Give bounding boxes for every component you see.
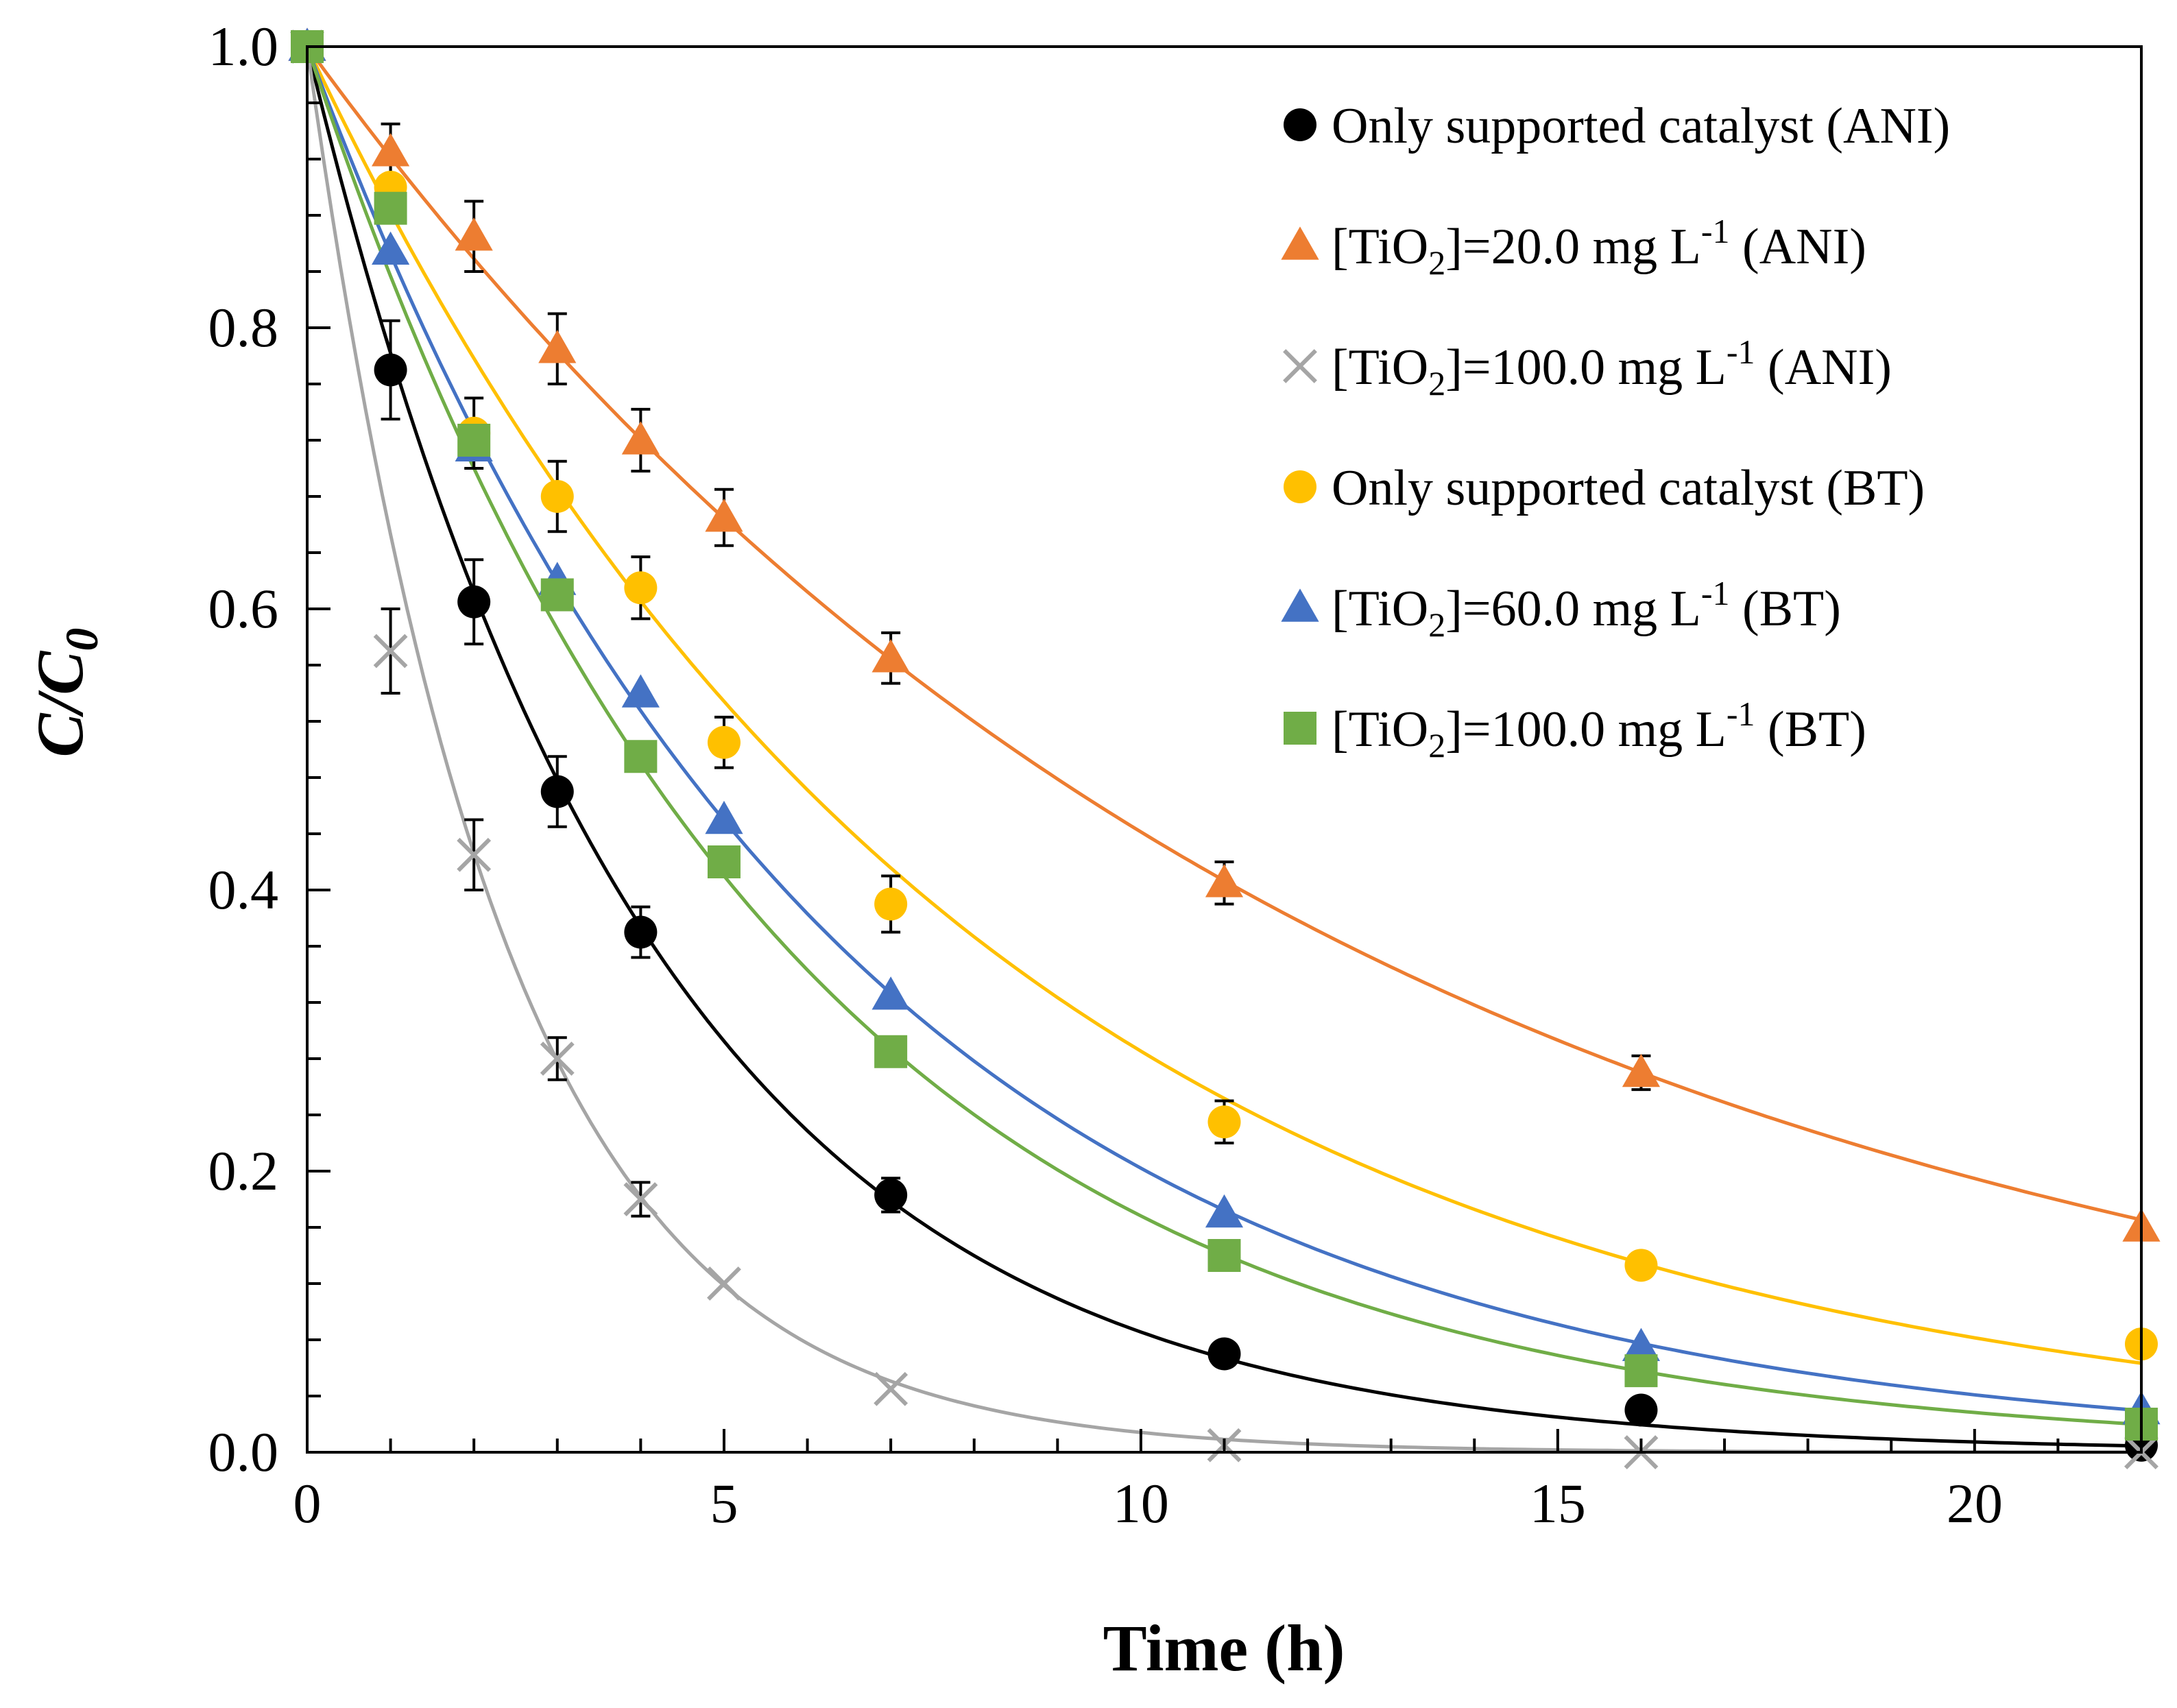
legend-text-part: [TiO: [1332, 339, 1428, 396]
data-point-series-3: [623, 1182, 658, 1216]
data-point-series-3: [457, 837, 492, 872]
data-point-series-2: [455, 217, 493, 251]
legend-text-part: (BT): [1755, 701, 1866, 758]
data-point-series-5: [705, 800, 743, 834]
legend-marker-series-6: [1284, 712, 1316, 745]
legend-subscript: 2: [1428, 243, 1445, 282]
data-point-series-4: [707, 725, 741, 759]
data-point-series-6: [1624, 1354, 1658, 1388]
legend-text-part: (BT): [1730, 581, 1841, 637]
legend-marker-series-5: [1281, 588, 1319, 622]
legend-label-series-3: [TiO2]=100.0 mg L-1 (ANI): [1332, 333, 1892, 402]
legend-text-part: Only supported catalyst (ANI): [1332, 98, 1950, 154]
data-markers: [288, 27, 2161, 1469]
data-point-series-2: [871, 639, 910, 673]
data-point-series-4: [624, 571, 658, 605]
data-point-series-1: [1624, 1393, 1658, 1427]
data-point-series-6: [540, 578, 574, 612]
data-point-series-3: [373, 634, 408, 669]
data-point-series-1: [374, 353, 407, 387]
legend-superscript: -1: [1727, 695, 1755, 733]
legend-superscript: -1: [1701, 574, 1730, 612]
legend-label-series-5: [TiO2]=60.0 mg L-1 (BT): [1332, 574, 1841, 644]
legend-text-part: ]=100.0 mg L: [1445, 339, 1727, 396]
legend: Only supported catalyst (ANI)[TiO2]=20.0…: [1281, 98, 1950, 765]
legend-label-series-1: Only supported catalyst (ANI): [1332, 98, 1950, 154]
legend-text-part: Only supported catalyst (BT): [1332, 460, 1925, 516]
data-point-series-5: [371, 231, 410, 265]
data-point-series-4: [540, 480, 574, 513]
data-point-series-5: [1205, 1194, 1244, 1228]
data-point-series-6: [457, 424, 491, 457]
legend-label-series-6: [TiO2]=100.0 mg L-1 (BT): [1332, 695, 1866, 765]
x-tick-label: 15: [1530, 1472, 1586, 1535]
data-point-series-2: [705, 498, 743, 532]
legend-text-part: ]=20.0 mg L: [1445, 219, 1701, 275]
data-point-series-3: [540, 1042, 575, 1076]
axis-ticks: [306, 45, 2143, 1454]
y-tick-label: 1.0: [208, 15, 279, 77]
data-point-series-5: [1622, 1327, 1661, 1361]
y-tick-label: 0.2: [208, 1140, 279, 1202]
data-point-series-1: [874, 1178, 908, 1212]
x-tick-label: 10: [1113, 1472, 1169, 1535]
x-tick-label: 0: [293, 1472, 322, 1535]
legend-text-part: (ANI): [1730, 219, 1866, 275]
data-point-series-1: [1207, 1337, 1241, 1371]
data-point-series-1: [457, 585, 491, 618]
y-tick-label: 0.4: [208, 858, 279, 921]
data-point-series-2: [538, 330, 577, 363]
data-point-series-6: [874, 1035, 908, 1068]
x-tick-label: 20: [1947, 1472, 2003, 1535]
data-point-series-6: [374, 191, 407, 225]
data-point-series-2: [621, 421, 660, 455]
legend-label-series-2: [TiO2]=20.0 mg L-1 (ANI): [1332, 212, 1866, 282]
y-axis-title-subscript: 0: [56, 628, 108, 651]
x-tick-label: 5: [710, 1472, 738, 1535]
error-bars: [381, 122, 1651, 1218]
legend-text-part: ]=100.0 mg L: [1445, 701, 1727, 758]
legend-marker-series-1: [1284, 108, 1316, 141]
data-point-series-4: [1624, 1249, 1658, 1282]
data-point-series-3: [874, 1371, 909, 1406]
data-point-series-6: [1207, 1239, 1241, 1272]
data-point-series-4: [1207, 1105, 1241, 1139]
y-axis-title: C/C0: [23, 628, 108, 758]
y-tick-label: 0.8: [208, 296, 279, 359]
data-point-series-5: [621, 674, 660, 708]
data-point-series-1: [624, 915, 658, 949]
data-point-series-3: [707, 1266, 741, 1301]
legend-subscript: 2: [1428, 726, 1445, 765]
data-point-series-5: [871, 976, 910, 1010]
data-point-series-2: [1622, 1053, 1661, 1087]
fit-curve-series-4: [305, 45, 2142, 1365]
legend-superscript: -1: [1701, 212, 1730, 250]
data-point-series-6: [624, 740, 658, 773]
legend-marker-series-3: [1283, 349, 1317, 383]
y-axis-title-main: C/C: [23, 651, 97, 758]
data-point-series-1: [540, 775, 574, 808]
legend-label-series-4: Only supported catalyst (BT): [1332, 460, 1925, 516]
y-tick-label: 0.0: [208, 1421, 279, 1483]
data-point-series-2: [1205, 864, 1244, 898]
legend-subscript: 2: [1428, 605, 1445, 644]
legend-text-part: [TiO: [1332, 581, 1428, 637]
tick-labels: 0 5 10 15 20 0.0 0.2 0.4 0.6 0.8 1.0: [208, 15, 2003, 1535]
data-point-series-6: [707, 845, 741, 878]
legend-marker-series-2: [1281, 226, 1319, 260]
legend-text-part: [TiO: [1332, 701, 1428, 758]
y-tick-label: 0.6: [208, 577, 279, 640]
data-point-series-4: [874, 887, 908, 921]
legend-text-part: [TiO: [1332, 219, 1428, 275]
x-axis-title: Time (h): [1103, 1611, 1345, 1685]
legend-marker-series-4: [1284, 470, 1316, 503]
legend-text-part: (ANI): [1755, 339, 1892, 396]
data-point-series-2: [371, 133, 410, 167]
legend-text-part: ]=60.0 mg L: [1445, 581, 1701, 637]
legend-superscript: -1: [1727, 333, 1755, 371]
legend-subscript: 2: [1428, 364, 1445, 402]
